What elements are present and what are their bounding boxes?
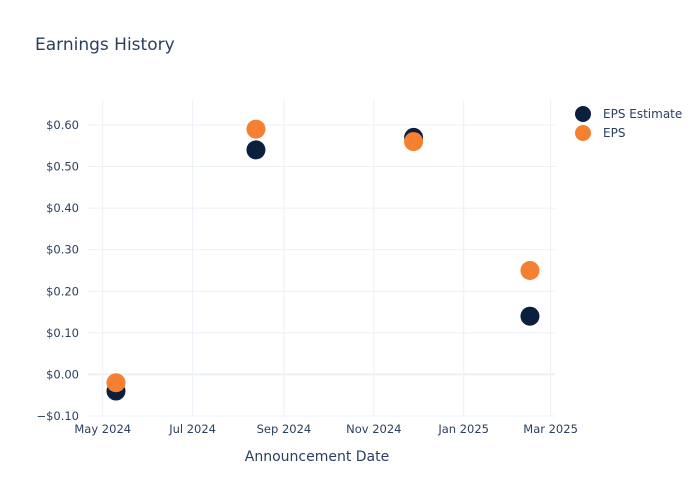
y-tick-label: −$0.10 [36,409,79,423]
eps-point[interactable] [520,260,540,280]
eps-estimate-point[interactable] [520,306,540,326]
eps-point[interactable] [404,132,424,152]
legend-marker [575,106,591,122]
x-axis-ticks: May 2024 Jul 2024 Sep 2024 Nov 2024 Jan 2025… [74,422,578,436]
x-tick-label: Sep 2024 [257,422,312,436]
x-axis-title: Announcement Date [245,449,389,465]
y-tick-label: $0.50 [46,160,79,174]
legend-item-eps-estimate[interactable]: EPS Estimate [575,106,682,122]
gridlines [88,100,555,417]
y-tick-label: $0.10 [46,326,79,340]
x-tick-label: Nov 2024 [346,422,401,436]
x-tick-label: Mar 2025 [523,422,578,436]
legend-item-eps[interactable]: EPS [575,125,625,141]
eps-point[interactable] [106,373,126,393]
y-tick-label: $0.40 [46,201,79,215]
eps-estimate-point[interactable] [246,140,266,160]
eps-point[interactable] [246,119,266,139]
x-tick-label: May 2024 [74,422,131,436]
legend-label: EPS [603,126,625,140]
y-axis-ticks: −$0.10 $0.00 $0.10 $0.20 $0.30 $0.40 $0.50 $0.6… [36,118,79,423]
x-tick-label: Jul 2024 [168,422,216,436]
legend-marker [575,125,591,141]
legend-label: EPS Estimate [603,107,682,121]
y-tick-label: $0.60 [46,118,79,132]
chart-title: Earnings History [35,35,175,55]
y-tick-label: $0.00 [46,367,79,381]
x-tick-label: Jan 2025 [437,422,489,436]
data-points [106,119,540,401]
y-tick-label: $0.30 [46,243,79,257]
y-tick-label: $0.20 [46,284,79,298]
legend[interactable]: EPS Estimate EPS [575,106,682,141]
